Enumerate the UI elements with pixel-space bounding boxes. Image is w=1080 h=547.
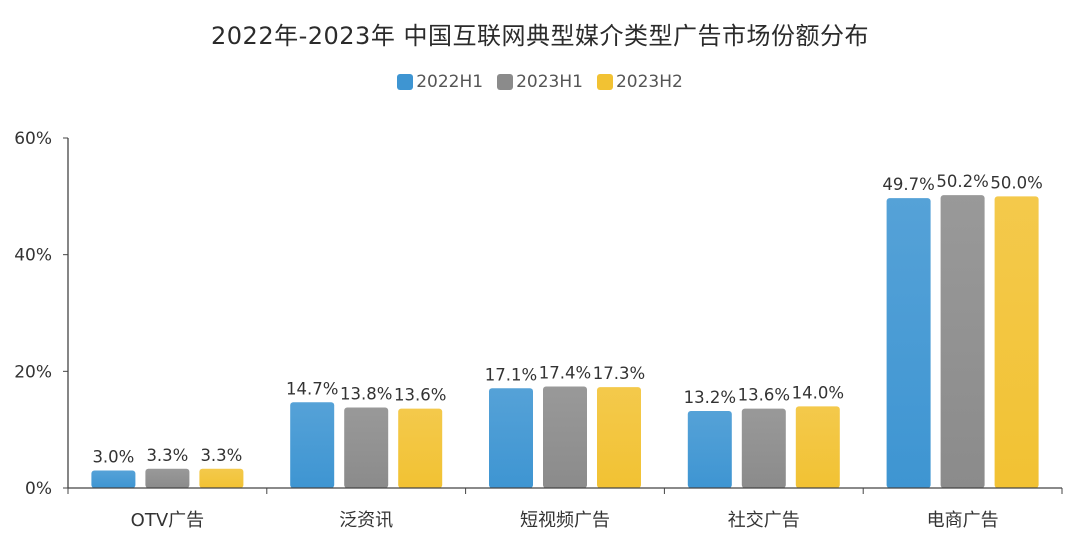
value-label: 17.1%: [485, 365, 537, 384]
legend-swatch-2022h1: [397, 74, 414, 90]
bar-2023h1-4: [940, 195, 985, 488]
x-category-label: 泛资讯: [339, 510, 393, 531]
chart-legend: 2022H1 2023H1 2023H2: [0, 72, 1080, 92]
bar-2023h2-1: [398, 408, 443, 488]
value-label: 14.7%: [286, 379, 338, 398]
x-axis: OTV广告 泛资讯 短视频广告 社交广告 电商广告: [67, 487, 1063, 531]
legend-label-2023h1: 2023H1: [516, 72, 583, 92]
value-label: 14.0%: [792, 383, 844, 402]
bar-2022h1-3: [687, 411, 732, 488]
y-tick-label: 60%: [14, 129, 52, 149]
value-label: 13.6%: [394, 386, 446, 405]
bar-2023h2-4: [994, 196, 1039, 489]
x-category-label: OTV广告: [131, 510, 204, 531]
legend-item-2022h1: 2022H1: [397, 72, 483, 92]
bars: 3.0% 14.7% 17.1% 13.2% 49.7% 3.3% 13.8% 17.4% 13…: [91, 172, 1043, 489]
y-tick-label: 0%: [25, 479, 52, 499]
legend-item-2023h1: 2023H1: [497, 72, 583, 92]
bar-2023h1-2: [543, 386, 587, 488]
y-tick-label: 20%: [14, 362, 52, 382]
value-label: 13.2%: [684, 388, 736, 407]
value-label: 50.2%: [936, 172, 988, 191]
bar-2023h2-0: [199, 468, 244, 488]
bar-2022h1-0: [91, 470, 136, 488]
y-tick-label: 40%: [14, 246, 52, 266]
bar-2022h1-1: [290, 402, 335, 488]
value-label: 49.7%: [882, 175, 934, 194]
bar-2023h1-3: [741, 408, 786, 488]
x-category-label: 短视频广告: [520, 510, 610, 531]
value-label: 3.3%: [146, 446, 188, 465]
x-category-label: 电商广告: [927, 510, 999, 531]
bar-2022h1-4: [886, 198, 931, 489]
legend-item-2023h2: 2023H2: [596, 72, 683, 92]
bar-2023h2-3: [795, 406, 840, 488]
value-label: 17.3%: [593, 364, 645, 383]
value-label: 13.8%: [340, 385, 392, 404]
bar-2023h1-1: [344, 407, 389, 488]
legend-label-2022h1: 2022H1: [416, 72, 484, 92]
chart-title: 2022年-2023年 中国互联网典型媒介类型广告市场份额分布: [211, 22, 869, 50]
value-label: 3.3%: [200, 446, 242, 465]
y-axis: 0% 20% 40% 60%: [14, 129, 69, 499]
value-label: 17.4%: [539, 364, 591, 383]
bar-2023h2-2: [597, 387, 641, 488]
bar-2023h1-0: [145, 468, 190, 488]
legend-swatch-2023h1: [497, 74, 514, 90]
legend-swatch-2023h2: [596, 74, 613, 90]
value-label: 50.0%: [990, 173, 1042, 192]
legend-label-2023h2: 2023H2: [615, 72, 683, 92]
value-label: 13.6%: [738, 386, 790, 405]
x-category-label: 社交广告: [728, 510, 800, 531]
bar-2022h1-2: [489, 388, 533, 488]
value-label: 3.0%: [92, 448, 134, 467]
